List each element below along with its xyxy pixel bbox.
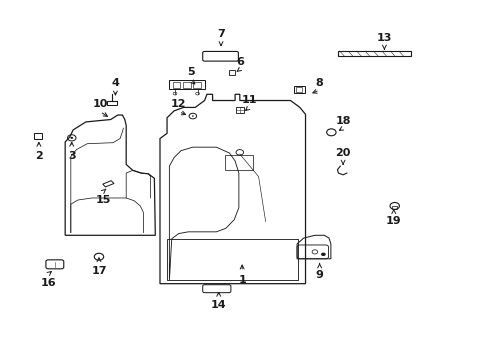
Circle shape	[70, 137, 73, 139]
Circle shape	[320, 253, 325, 256]
Text: 18: 18	[335, 116, 350, 126]
Bar	[296, 87, 302, 91]
Text: 4: 4	[111, 77, 119, 87]
Bar	[224, 155, 252, 170]
Text: 19: 19	[385, 216, 401, 226]
Text: 5: 5	[186, 67, 194, 77]
Text: 1: 1	[238, 275, 245, 285]
Text: 3: 3	[68, 151, 76, 161]
Bar	[236, 107, 244, 113]
Bar	[34, 133, 41, 139]
Bar	[338, 51, 410, 56]
Text: 9: 9	[315, 270, 323, 280]
Bar	[167, 239, 298, 280]
Bar	[228, 70, 234, 75]
Text: 20: 20	[335, 148, 350, 158]
Text: 12: 12	[171, 99, 186, 109]
Bar	[172, 82, 180, 88]
Bar	[294, 86, 304, 93]
Text: 15: 15	[96, 195, 111, 205]
Bar	[169, 80, 204, 89]
Text: 8: 8	[315, 77, 323, 87]
Text: 10: 10	[92, 99, 107, 109]
Text: 13: 13	[376, 33, 391, 43]
Bar	[183, 82, 190, 88]
Text: 2: 2	[35, 151, 42, 161]
Text: 6: 6	[235, 57, 243, 67]
Bar	[391, 206, 396, 210]
Text: 14: 14	[210, 301, 226, 310]
Circle shape	[191, 115, 193, 117]
Text: 17: 17	[91, 266, 106, 276]
Text: 16: 16	[41, 278, 56, 288]
Text: 11: 11	[241, 95, 256, 105]
Text: 7: 7	[217, 29, 224, 39]
Bar	[193, 82, 201, 88]
